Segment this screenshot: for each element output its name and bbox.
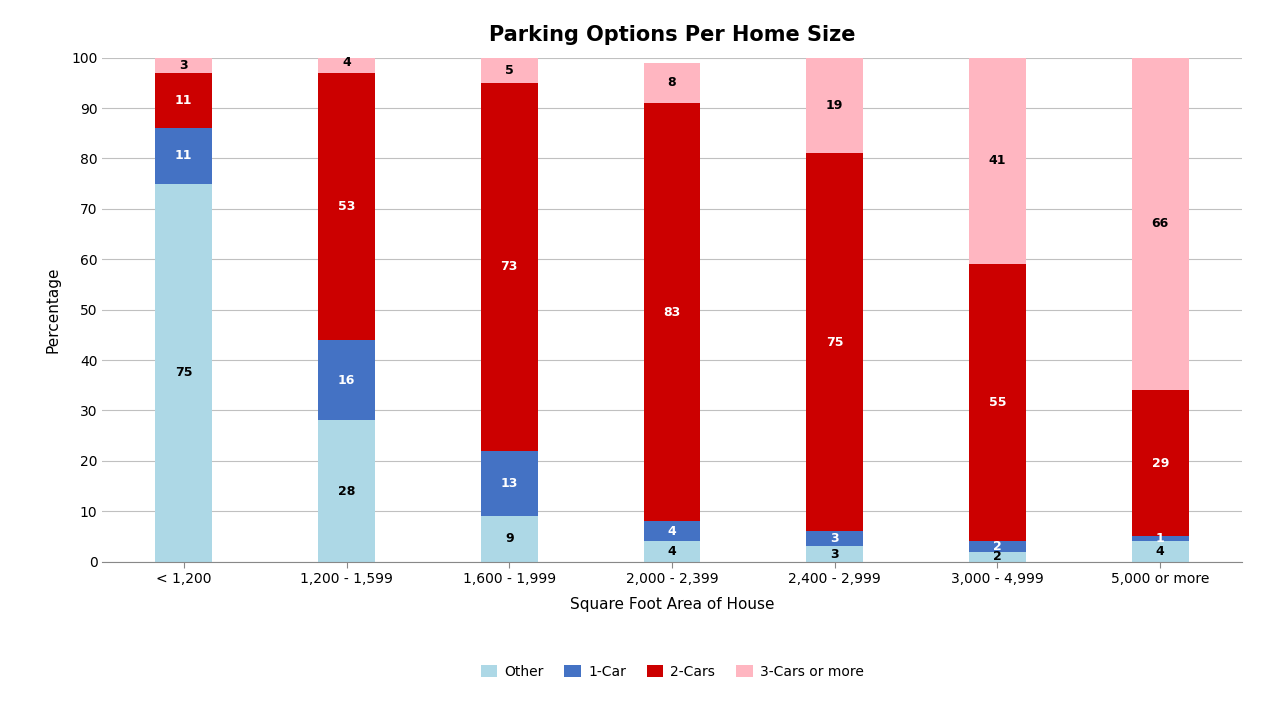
Text: 28: 28 [338, 485, 356, 498]
Text: 19: 19 [826, 99, 844, 112]
Text: 55: 55 [988, 396, 1006, 410]
Bar [1132, 390, 1189, 536]
Bar [317, 340, 375, 420]
Text: 9: 9 [504, 532, 513, 546]
Text: 4: 4 [1156, 545, 1165, 558]
Text: 13: 13 [500, 477, 518, 490]
Bar [317, 53, 375, 73]
Text: 2: 2 [993, 550, 1002, 563]
Text: 4: 4 [668, 545, 676, 558]
Bar [1132, 541, 1189, 562]
Bar [644, 63, 700, 103]
Bar [481, 516, 538, 562]
Text: 11: 11 [175, 94, 192, 107]
Bar [969, 541, 1027, 552]
Y-axis label: Percentage: Percentage [45, 266, 60, 353]
Text: 4: 4 [342, 56, 351, 69]
Text: 41: 41 [988, 154, 1006, 168]
Bar [317, 73, 375, 340]
Text: 29: 29 [1152, 456, 1169, 470]
Bar [806, 153, 863, 531]
Legend: Other, 1-Car, 2-Cars, 3-Cars or more: Other, 1-Car, 2-Cars, 3-Cars or more [475, 660, 869, 685]
Text: 4: 4 [668, 525, 676, 538]
Text: 11: 11 [175, 149, 192, 163]
Text: 73: 73 [500, 260, 518, 274]
Bar [806, 546, 863, 562]
Text: 66: 66 [1152, 217, 1169, 230]
Text: 3: 3 [831, 547, 840, 561]
Bar [969, 552, 1027, 562]
Text: 3: 3 [179, 58, 188, 72]
Bar [644, 103, 700, 521]
Bar [1132, 536, 1189, 541]
Text: 53: 53 [338, 199, 356, 213]
Bar [481, 83, 538, 451]
Bar [317, 420, 375, 562]
Bar [481, 58, 538, 83]
Text: 8: 8 [668, 76, 676, 89]
Title: Parking Options Per Home Size: Parking Options Per Home Size [489, 25, 855, 45]
Bar [481, 451, 538, 516]
Text: 16: 16 [338, 374, 356, 387]
Bar [155, 58, 212, 73]
Bar [806, 58, 863, 153]
Bar [806, 531, 863, 546]
Text: 2: 2 [993, 540, 1002, 553]
Bar [155, 184, 212, 562]
Bar [155, 73, 212, 128]
Text: 75: 75 [826, 336, 844, 349]
Bar [969, 58, 1027, 264]
Bar [1132, 58, 1189, 390]
Text: 83: 83 [663, 305, 681, 319]
Bar [155, 128, 212, 184]
Text: 75: 75 [175, 366, 192, 379]
Text: 3: 3 [831, 532, 840, 546]
Bar [969, 264, 1027, 541]
Bar [644, 541, 700, 562]
Text: 1: 1 [1156, 532, 1165, 546]
Bar [644, 521, 700, 541]
Text: 5: 5 [504, 63, 513, 77]
X-axis label: Square Foot Area of House: Square Foot Area of House [570, 597, 774, 612]
